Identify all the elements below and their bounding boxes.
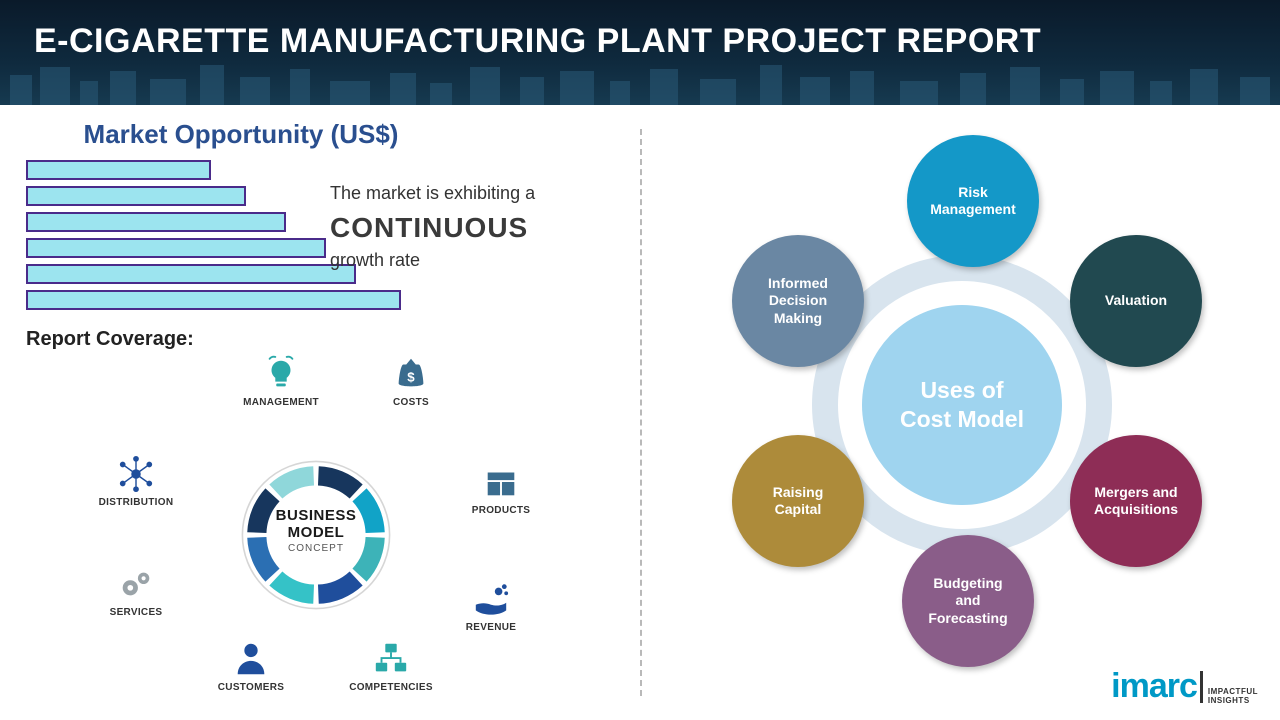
uses-bubble-label: Valuation (1097, 292, 1175, 310)
bm-node-products: PRODUCTS (446, 463, 556, 516)
uses-bubble-label: RiskManagement (922, 184, 1024, 219)
uses-center: Uses ofCost Model (862, 305, 1062, 505)
growth-line1: The market is exhibiting a (330, 183, 610, 204)
right-panel: Uses ofCost Model RiskManagement Valuatio… (642, 105, 1280, 720)
bm-node-label: MANAGEMENT (226, 397, 336, 408)
management-icon (262, 355, 300, 393)
header: E-CIGARETTE MANUFACTURING PLANT PROJECT … (0, 0, 1280, 105)
costs-icon: $ (392, 355, 430, 393)
bm-node-label: PRODUCTS (446, 505, 556, 516)
logo-tag2: INSIGHTS (1208, 697, 1258, 706)
growth-text: The market is exhibiting a CONTINUOUS gr… (330, 183, 610, 271)
bm-label-3: CONCEPT (236, 543, 396, 554)
page-title: E-CIGARETTE MANUFACTURING PLANT PROJECT … (0, 0, 1280, 61)
logo-text: imarc (1111, 667, 1197, 706)
bm-node-label: SERVICES (81, 607, 191, 618)
growth-big: CONTINUOUS (330, 212, 610, 244)
bm-node-label: DISTRIBUTION (81, 497, 191, 508)
revenue-icon (472, 580, 510, 618)
uses-bubble-capital: RaisingCapital (732, 435, 864, 567)
svg-text:$: $ (407, 370, 415, 385)
growth-line2: growth rate (330, 250, 610, 271)
body: Market Opportunity (US$) The market is e… (0, 105, 1280, 720)
bm-node-label: CUSTOMERS (196, 682, 306, 693)
left-panel: Market Opportunity (US$) The market is e… (0, 105, 640, 720)
uses-bubble-label: InformedDecisionMaking (760, 275, 836, 328)
market-bar (26, 264, 356, 284)
logo-tagline: IMPACTFUL INSIGHTS (1208, 688, 1258, 706)
business-model-label: BUSINESS MODEL CONCEPT (236, 507, 396, 554)
uses-bubble-mna: Mergers andAcquisitions (1070, 435, 1202, 567)
market-bar (26, 290, 401, 310)
market-bar (26, 238, 326, 258)
brand-logo: imarc IMPACTFUL INSIGHTS (1111, 667, 1258, 706)
bm-node-competencies: COMPETENCIES (336, 640, 446, 693)
services-icon (117, 565, 155, 603)
bm-node-label: REVENUE (436, 622, 546, 633)
bm-label-2: MODEL (236, 524, 396, 541)
bm-node-costs: $ COSTS (356, 355, 466, 408)
products-icon (482, 463, 520, 501)
customers-icon (232, 640, 270, 678)
uses-bubble-valuation: Valuation (1070, 235, 1202, 367)
uses-bubble-label: Mergers andAcquisitions (1086, 484, 1186, 519)
uses-center-text: Uses ofCost Model (900, 376, 1024, 434)
bm-node-customers: CUSTOMERS (196, 640, 306, 693)
bm-node-label: COSTS (356, 397, 466, 408)
bm-node-distribution: DISTRIBUTION (81, 455, 191, 508)
business-model-center: BUSINESS MODEL CONCEPT (236, 455, 396, 615)
uses-bubble-informed: InformedDecisionMaking (732, 235, 864, 367)
distribution-icon (117, 455, 155, 493)
market-bar (26, 160, 211, 180)
bm-node-revenue: REVENUE (436, 580, 546, 633)
market-bar (26, 186, 246, 206)
report-coverage-title: Report Coverage: (26, 328, 622, 351)
business-model-diagram: BUSINESS MODEL CONCEPT MANAGEMENT $ COSTS P… (26, 355, 586, 685)
infographic-page: E-CIGARETTE MANUFACTURING PLANT PROJECT … (0, 0, 1280, 720)
uses-bubble-budget: BudgetingandForecasting (902, 535, 1034, 667)
market-opportunity-title: Market Opportunity (US$) (26, 119, 456, 150)
uses-bubble-risk: RiskManagement (907, 135, 1039, 267)
uses-diagram: Uses ofCost Model RiskManagement Valuatio… (692, 135, 1232, 675)
bm-label-1: BUSINESS (236, 507, 396, 524)
bm-node-management: MANAGEMENT (226, 355, 336, 408)
uses-bubble-label: RaisingCapital (765, 484, 832, 519)
uses-bubble-label: BudgetingandForecasting (920, 575, 1015, 628)
skyline-decoration (0, 63, 1280, 105)
market-bar (26, 212, 286, 232)
logo-divider (1200, 671, 1203, 703)
competencies-icon (372, 640, 410, 678)
bm-node-services: SERVICES (81, 565, 191, 618)
bm-node-label: COMPETENCIES (336, 682, 446, 693)
